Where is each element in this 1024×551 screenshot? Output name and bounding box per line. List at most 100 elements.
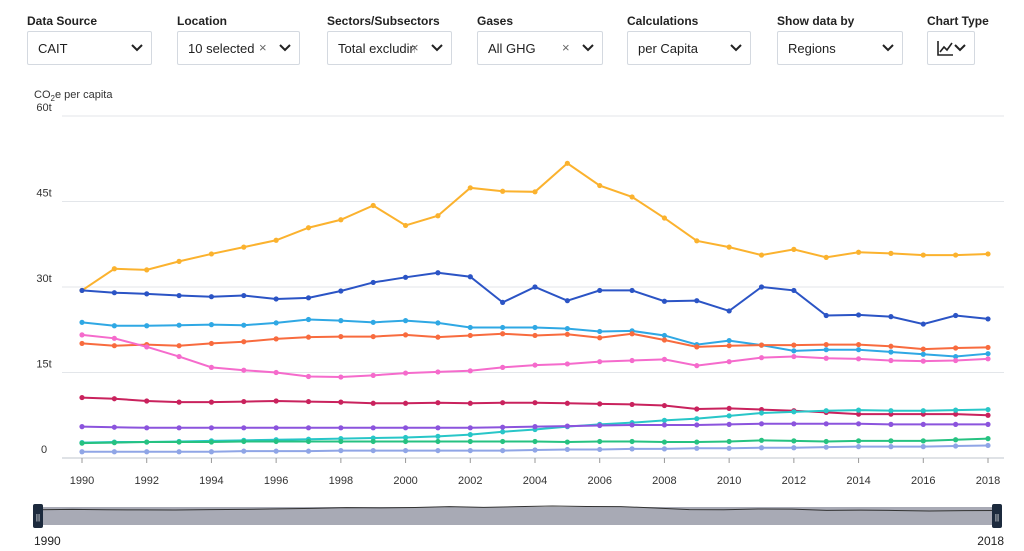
data-point: [305, 316, 312, 323]
data-point: [758, 342, 765, 348]
data-point: [629, 357, 635, 364]
data-point: [823, 421, 829, 427]
data-point: [791, 445, 797, 451]
data-point: [467, 332, 473, 339]
slider-handle-end[interactable]: ||: [992, 504, 1002, 528]
filter-label: Location: [177, 14, 227, 28]
filter-5: Show data by Regions: [777, 14, 903, 65]
filter-select[interactable]: CAIT: [27, 31, 152, 65]
filter-select[interactable]: [927, 31, 975, 65]
series-5: [79, 394, 991, 418]
data-point: [823, 341, 829, 348]
filter-select[interactable]: All GHG ×: [477, 31, 603, 65]
data-point: [888, 408, 894, 414]
data-point: [791, 409, 797, 415]
data-point: [208, 340, 215, 347]
data-point: [176, 425, 182, 431]
data-point: [953, 407, 959, 413]
data-point: [111, 424, 117, 430]
chevron-down-icon: [582, 44, 594, 52]
slider-track[interactable]: [38, 507, 998, 525]
data-point: [402, 425, 409, 431]
data-point: [791, 348, 797, 354]
filter-select[interactable]: 10 selected ×: [177, 31, 300, 65]
data-point: [920, 346, 926, 352]
clear-icon[interactable]: ×: [259, 40, 267, 55]
data-point: [726, 244, 732, 250]
data-point: [985, 406, 991, 413]
data-point: [953, 252, 959, 258]
filter-select[interactable]: Total excludin ×: [327, 31, 452, 65]
data-point: [823, 254, 829, 260]
data-point: [888, 349, 894, 355]
slider-handle-start[interactable]: ||: [33, 504, 43, 528]
data-point: [79, 287, 85, 294]
data-point: [888, 444, 894, 450]
x-tick-label: 2012: [782, 475, 806, 487]
data-point: [370, 447, 376, 454]
data-point: [435, 447, 441, 454]
data-point: [985, 412, 991, 418]
data-point: [370, 279, 376, 286]
series-line: [81, 271, 989, 326]
data-point: [985, 344, 991, 351]
data-point: [500, 438, 506, 445]
data-point: [273, 336, 279, 342]
data-point: [726, 405, 732, 412]
data-point: [726, 421, 732, 427]
y-tick-label: 60t: [36, 102, 51, 114]
data-point: [694, 406, 700, 412]
data-point: [402, 434, 409, 441]
data-point: [985, 436, 991, 442]
data-point: [500, 331, 506, 337]
series-3: [79, 331, 991, 352]
data-point: [661, 439, 668, 445]
x-tick-label: 1998: [329, 475, 353, 487]
data-point: [273, 438, 279, 445]
data-point: [176, 258, 182, 264]
slider-sparkline: [37, 505, 999, 512]
data-point: [500, 429, 506, 435]
filter-select[interactable]: Regions: [777, 31, 903, 65]
data-point: [661, 215, 668, 221]
data-point: [144, 344, 150, 350]
data-point: [661, 332, 668, 339]
filter-value: CAIT: [38, 41, 68, 56]
range-slider[interactable]: || || 1990 2018: [33, 504, 1004, 548]
data-point: [564, 331, 570, 337]
x-tick-label: 2002: [458, 475, 482, 487]
data-point: [564, 361, 570, 367]
data-point: [532, 438, 538, 445]
data-point: [694, 298, 700, 304]
data-point: [532, 447, 538, 453]
data-point: [985, 351, 991, 357]
data-point: [985, 442, 991, 449]
data-point: [176, 292, 182, 299]
data-point: [953, 357, 959, 364]
data-point: [500, 447, 506, 454]
x-tick-label: 2010: [717, 475, 741, 487]
data-point: [532, 324, 538, 331]
data-point: [467, 400, 473, 406]
clear-icon[interactable]: ×: [411, 40, 419, 55]
data-point: [111, 323, 117, 329]
data-point: [953, 421, 959, 427]
data-point: [532, 362, 538, 368]
data-point: [144, 267, 150, 273]
data-point: [855, 347, 862, 353]
filter-value: Total excludin: [338, 41, 415, 56]
data-point: [597, 328, 603, 335]
filter-select[interactable]: per Capita: [627, 31, 751, 65]
data-point: [855, 341, 862, 348]
data-point: [176, 449, 182, 455]
y-tick-label: 0: [41, 444, 47, 456]
data-point: [208, 322, 215, 328]
series-1: [79, 270, 991, 327]
data-point: [888, 421, 894, 427]
data-point: [370, 333, 376, 340]
filter-2: Sectors/Subsectors Total excludin ×: [327, 14, 452, 65]
data-point: [402, 274, 409, 280]
data-point: [273, 296, 279, 302]
clear-icon[interactable]: ×: [562, 40, 570, 55]
